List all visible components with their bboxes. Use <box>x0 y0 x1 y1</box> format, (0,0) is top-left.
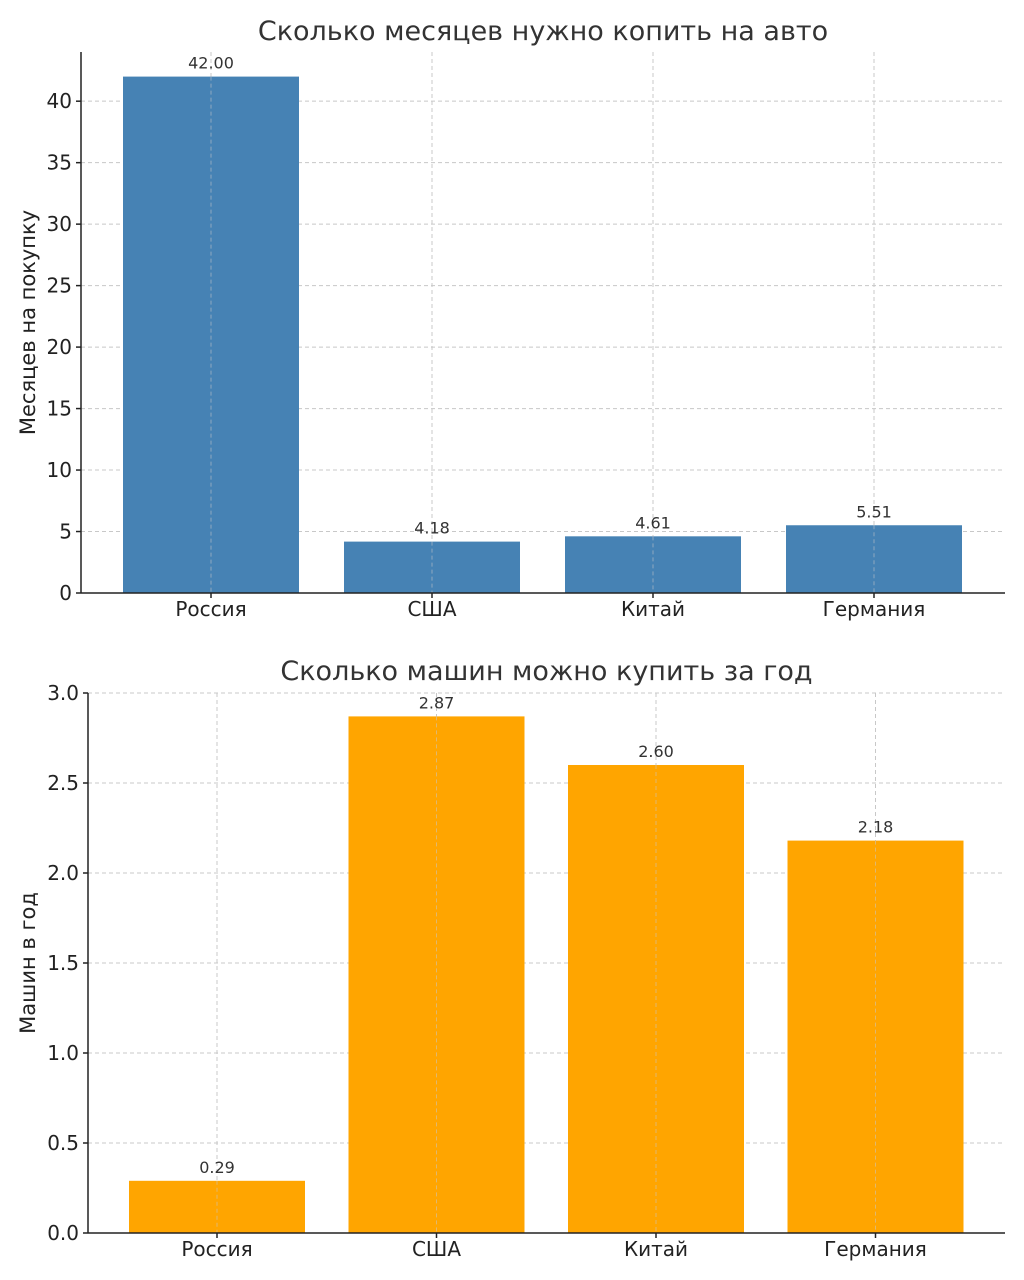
y-tick-label: 0.5 <box>47 1131 79 1155</box>
chart-2: 0.29 2.87 2.60 2.18 0.0 0.5 1.0 1.5 2.0 2.5 3.0 Рос… <box>16 656 1005 1261</box>
data-label: 4.61 <box>635 513 671 532</box>
x-tick-label: Россия <box>181 1237 252 1261</box>
y-tick-label: 2.0 <box>47 861 79 885</box>
y-tick-label: 20 <box>47 335 72 359</box>
data-label: 2.87 <box>419 693 455 712</box>
y-tick-label: 0 <box>59 581 72 605</box>
x-tick-label: США <box>407 597 456 621</box>
y-tick-label: 35 <box>47 151 72 175</box>
x-tick-label: Китай <box>624 1237 688 1261</box>
data-label: 42.00 <box>188 54 234 73</box>
x-tick-label: США <box>412 1237 461 1261</box>
y-tick-label: 10 <box>47 458 72 482</box>
y-tick-label: 1.5 <box>47 951 79 975</box>
data-label: 5.51 <box>856 502 892 521</box>
data-label: 4.18 <box>414 519 450 538</box>
y-tick-label: 3.0 <box>47 681 79 705</box>
y-tick-label: 2.5 <box>47 771 79 795</box>
chart-1: 42.00 4.18 4.61 5.51 0 5 10 15 20 25 30 35 40 Россия С… <box>16 16 1005 621</box>
y-tick-label: 30 <box>47 212 72 236</box>
chart-title: Сколько месяцев нужно копить на авто <box>258 16 828 47</box>
y-tick-label: 25 <box>47 274 72 298</box>
x-tick-label: Германия <box>823 597 926 621</box>
x-tick-label: Россия <box>175 597 246 621</box>
x-tick-label: Китай <box>621 597 685 621</box>
y-tick-label: 15 <box>47 397 72 421</box>
chart-title: Сколько машин можно купить за год <box>280 656 812 687</box>
y-axis-label: Машин в год <box>16 892 40 1034</box>
y-tick-label: 40 <box>47 89 72 113</box>
data-label: 0.29 <box>199 1158 235 1177</box>
y-tick-label: 5 <box>59 520 72 544</box>
data-label: 2.18 <box>858 818 894 837</box>
x-tick-label: Германия <box>824 1237 927 1261</box>
y-tick-label: 0.0 <box>47 1221 79 1245</box>
y-tick-label: 1.0 <box>47 1041 79 1065</box>
y-axis-label: Месяцев на покупку <box>16 210 40 435</box>
data-label: 2.60 <box>638 742 674 761</box>
